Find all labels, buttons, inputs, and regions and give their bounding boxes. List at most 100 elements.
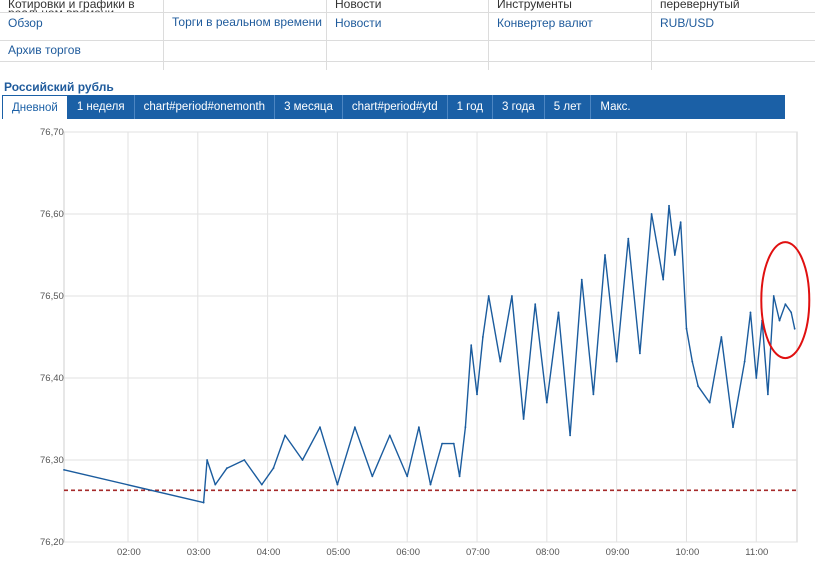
period-tabs: Дневной 1 неделя chart#period#onemonth 3…	[2, 95, 785, 119]
series-group	[63, 204, 796, 504]
data-point	[441, 442, 444, 445]
data-point	[260, 483, 263, 486]
data-point	[673, 254, 676, 256]
y-tick-label: 76,20	[40, 537, 64, 548]
tab-3-years[interactable]: 3 года	[493, 95, 545, 119]
plot-border	[63, 131, 798, 543]
data-point	[225, 467, 228, 470]
data-point	[743, 360, 746, 363]
x-tick-label: 09:00	[606, 547, 630, 558]
data-point	[353, 426, 356, 429]
menu-header	[164, 0, 326, 13]
menu-cell-empty	[489, 41, 651, 62]
x-tick-label: 05:00	[326, 547, 350, 558]
data-point	[452, 442, 455, 445]
data-point	[685, 327, 688, 330]
data-point	[272, 467, 275, 470]
tab-3-months[interactable]: 3 месяца	[275, 95, 343, 119]
data-point	[388, 434, 391, 437]
data-point	[301, 459, 304, 461]
x-axis: 02:00 03:00 04:00 05:00 06:00 07:00 08:00 09:00…	[117, 547, 768, 558]
data-point	[639, 352, 641, 355]
quotes-menu: Котировки и графики в реальном времени О…	[0, 0, 815, 70]
series-line	[63, 205, 796, 504]
data-point	[557, 311, 560, 314]
data-point	[481, 336, 484, 338]
data-point	[545, 401, 548, 404]
highlight-group	[760, 241, 811, 360]
menu-cell-empty	[652, 41, 815, 62]
data-point	[720, 336, 723, 338]
data-point	[569, 434, 572, 437]
x-tick-label: 02:00	[117, 547, 141, 558]
data-point	[336, 483, 339, 486]
data-point	[476, 393, 478, 396]
data-point	[580, 278, 583, 281]
data-point	[319, 426, 321, 429]
data-point	[534, 303, 537, 306]
data-point	[371, 475, 374, 478]
tab-1-month[interactable]: chart#period#onemonth	[135, 95, 276, 119]
data-point	[604, 254, 606, 256]
x-tick-label: 10:00	[675, 547, 699, 558]
y-tick-label: 76,70	[40, 127, 64, 138]
menu-link-rub-usd[interactable]: RUB/USD	[652, 13, 815, 41]
data-point	[732, 426, 734, 429]
data-point	[790, 311, 793, 314]
data-point	[650, 213, 653, 215]
menu-column-quotes: Котировки и графики в реальном времени О…	[0, 0, 164, 70]
menu-cell-empty	[164, 41, 326, 62]
menu-header: Котировки и графики в реальном времени	[0, 0, 163, 13]
menu-column-news: Новости Новости	[327, 0, 489, 70]
data-point	[499, 360, 502, 363]
tab-5-years[interactable]: 5 лет	[545, 95, 592, 119]
data-point	[662, 278, 665, 281]
data-point	[206, 459, 209, 461]
tab-daily[interactable]: Дневной	[2, 95, 68, 119]
data-point	[784, 303, 787, 306]
x-tick-label: 08:00	[536, 547, 560, 558]
x-tick-label: 03:00	[187, 547, 211, 558]
data-point	[772, 295, 775, 297]
menu-link-overview[interactable]: Обзор	[0, 13, 163, 41]
data-point	[417, 426, 420, 429]
data-point	[627, 237, 630, 240]
menu-column-inverted: перевернутый RUB/USD	[652, 0, 815, 70]
menu-link-archive[interactable]: Архив торгов	[0, 41, 163, 62]
data-point	[464, 426, 467, 429]
data-point	[691, 360, 694, 363]
y-axis: 76,20 76,30 76,40 76,50 76,60 76,70	[40, 127, 64, 548]
data-point	[429, 483, 432, 486]
menu-header: перевернутый	[652, 0, 815, 13]
data-point	[458, 475, 461, 478]
price-chart-svg: 76,20 76,30 76,40 76,50 76,60 76,70 02:00 03:0…	[40, 127, 811, 558]
data-point	[470, 344, 473, 347]
menu-cell-empty	[327, 41, 488, 62]
data-point	[592, 393, 595, 396]
tab-ytd[interactable]: chart#period#ytd	[343, 95, 448, 119]
y-tick-label: 76,60	[40, 209, 64, 220]
data-point	[749, 311, 752, 314]
tab-1-year[interactable]: 1 год	[448, 95, 493, 119]
data-point	[406, 475, 409, 478]
x-tick-label: 11:00	[745, 547, 768, 558]
menu-link-news[interactable]: Новости	[327, 13, 488, 41]
data-point	[63, 468, 65, 471]
tab-max[interactable]: Макс.	[600, 101, 631, 113]
data-point	[202, 501, 205, 504]
data-point	[668, 204, 670, 207]
data-point	[767, 393, 769, 396]
x-tick-label: 06:00	[396, 547, 420, 558]
menu-link-currency-converter[interactable]: Конвертер валют	[489, 13, 651, 41]
chart-grid	[63, 131, 798, 543]
menu-header: Инструменты	[489, 0, 651, 13]
tab-1-week[interactable]: 1 неделя	[68, 95, 135, 119]
data-point	[708, 401, 711, 404]
x-tick-label: 07:00	[466, 547, 490, 558]
menu-link-realtime-trading[interactable]: Торги в реальном времени	[164, 13, 326, 41]
y-tick-label: 76,30	[40, 455, 64, 466]
price-chart: 76,20 76,30 76,40 76,50 76,60 76,70 02:00 03:0…	[0, 120, 815, 576]
menu-header: Новости	[327, 0, 488, 13]
y-tick-label: 76,40	[40, 373, 64, 384]
data-point	[793, 327, 796, 330]
